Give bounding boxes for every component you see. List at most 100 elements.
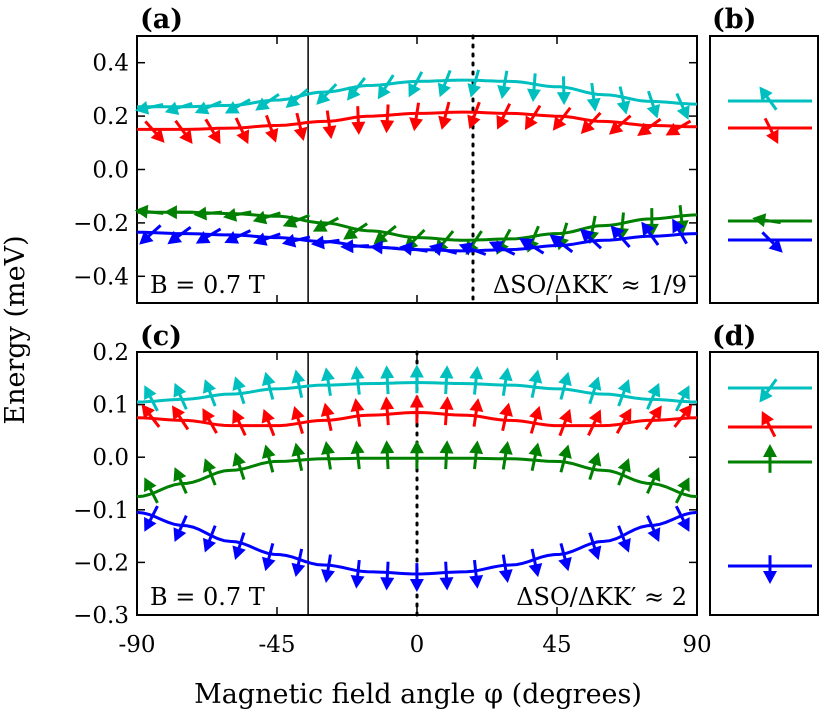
spin-arrow-head <box>528 442 543 457</box>
spin-arrow-head <box>677 385 690 401</box>
panel-label-b: (b) <box>712 4 756 35</box>
spin-arrow <box>252 210 281 225</box>
spin-arrow <box>646 467 661 495</box>
spin-arrow-head <box>380 577 395 591</box>
spin-arrow-head <box>343 226 358 240</box>
spin-arrow-head <box>766 129 779 145</box>
spin-arrow-head <box>380 365 395 379</box>
spin-arrow-head <box>173 382 187 398</box>
spin-arrow <box>488 241 516 256</box>
spin-arrow <box>439 396 454 426</box>
x-tick-label: -90 <box>118 632 155 658</box>
spin-arrow-head <box>409 394 424 408</box>
spin-arrow <box>320 402 335 432</box>
spin-arrow-head <box>558 556 572 572</box>
spin-arrow-head <box>587 545 602 561</box>
spin-arrow <box>558 408 573 437</box>
panel-a-plot: −0.4 −0.2 0.0 0.2 0.4 B = 0.7 T ΔSO/ΔKK′ ≈ 1/9 <box>73 34 698 305</box>
spin-arrow <box>469 440 484 470</box>
spin-arrow-head <box>610 225 625 240</box>
spin-arrow <box>558 543 572 572</box>
spin-arrow <box>261 408 276 437</box>
y-tick-label: −0.2 <box>73 550 129 576</box>
spin-arrow <box>399 241 428 256</box>
spin-arrow-head <box>321 569 335 584</box>
spin-arrow <box>409 440 424 470</box>
spin-arrow <box>665 119 692 136</box>
panel-d-plot <box>709 351 819 616</box>
spin-arrow-head <box>647 382 661 398</box>
spin-arrow <box>144 385 159 412</box>
spin-arrow-head <box>340 239 354 254</box>
spin-arrow <box>761 231 783 253</box>
spin-arrow <box>637 117 662 136</box>
spin-arrow-head <box>321 367 335 382</box>
spin-arrow-head <box>763 571 777 584</box>
spin-arrow <box>674 505 690 532</box>
spin-arrow <box>615 408 632 434</box>
spin-arrow-head <box>232 452 246 467</box>
spin-arrow <box>469 559 484 589</box>
spin-arrow-head <box>377 84 391 100</box>
spin-arrow-head <box>608 120 624 135</box>
spin-arrow-head <box>588 409 602 425</box>
spin-arrow <box>195 227 222 244</box>
spin-arrow-head <box>202 379 217 394</box>
spin-arrow <box>350 398 365 427</box>
spin-arrow <box>552 106 572 131</box>
spin-arrow <box>312 216 340 232</box>
spin-arrow <box>608 114 632 135</box>
spin-arrow-head <box>380 396 395 410</box>
spin-arrow <box>408 71 424 98</box>
spin-arrow <box>174 119 193 144</box>
panel-label-c: (c) <box>140 321 182 352</box>
spin-arrow <box>409 102 424 132</box>
spin-arrow <box>343 222 368 240</box>
spin-arrow-head <box>291 562 306 578</box>
spin-arrow <box>340 239 369 254</box>
spin-arrow-head <box>232 376 246 391</box>
spin-arrow <box>232 409 247 437</box>
panel-c-plot: −0.3 −0.2 −0.1 0.0 0.1 0.2 -90 -45 0 45 90 B = 0.7 … <box>73 340 712 658</box>
spin-arrow-head <box>759 387 773 403</box>
spin-arrow-head <box>265 127 279 143</box>
spin-arrow <box>587 409 602 437</box>
spin-arrow <box>322 110 337 140</box>
spin-arrow-head <box>202 458 217 473</box>
spin-arrow-head <box>498 569 513 584</box>
spin-arrow-head <box>255 97 270 111</box>
spin-arrow-head <box>350 398 365 413</box>
spin-arrow <box>265 114 279 143</box>
spin-arrow <box>428 242 458 257</box>
spin-arrow <box>202 525 217 553</box>
spin-arrow-head <box>351 121 366 135</box>
spin-arrow-head <box>529 405 543 421</box>
ratio-annotation: ΔSO/ΔKK′ ≈ 1/9 <box>493 271 687 299</box>
spin-arrow-head <box>164 101 180 115</box>
spin-arrow-head <box>321 440 335 455</box>
spin-arrow <box>587 532 602 561</box>
spin-arrow <box>759 86 778 111</box>
spin-arrow-head <box>647 467 661 482</box>
spin-arrow <box>524 104 542 131</box>
spin-arrow-head <box>380 440 395 454</box>
spin-arrow-head <box>171 405 185 421</box>
spin-arrow <box>672 218 688 245</box>
spin-arrow <box>193 206 223 221</box>
spin-arrow-head <box>587 376 602 391</box>
spin-arrow <box>144 120 165 143</box>
spin-arrow <box>675 92 690 120</box>
spin-arrow <box>222 207 252 222</box>
spin-arrow-head <box>637 122 652 136</box>
spin-arrow <box>617 379 631 407</box>
spin-arrow <box>194 100 222 115</box>
spin-arrow-head <box>672 218 685 234</box>
spin-arrow-head <box>224 230 240 244</box>
spin-arrow <box>321 554 335 584</box>
spin-arrow-head <box>139 230 154 245</box>
spin-arrow <box>610 225 631 248</box>
spin-arrow-head <box>261 408 275 424</box>
spin-arrow <box>173 515 188 542</box>
spin-arrow <box>134 204 164 219</box>
